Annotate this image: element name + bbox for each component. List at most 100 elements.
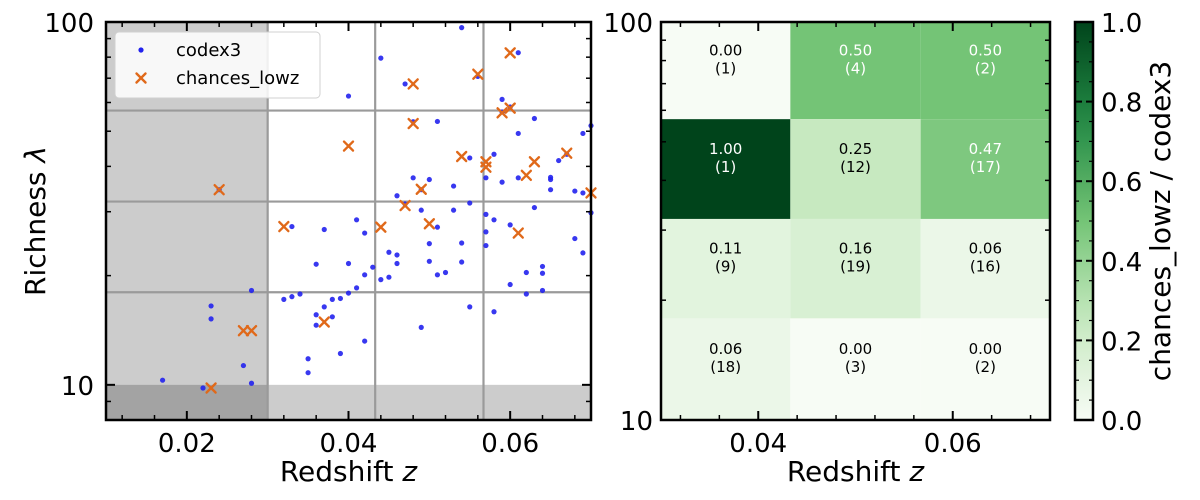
marker-stroke xyxy=(399,199,411,212)
marker-stroke xyxy=(528,156,541,168)
codex3-point xyxy=(531,115,538,122)
heatmap-cell-count: (17) xyxy=(970,158,1001,176)
heatmap-cell-fraction: 0.47 xyxy=(969,140,1002,158)
codex3-point xyxy=(515,50,521,56)
y-tick-label: 10 xyxy=(620,407,653,437)
codex3-point xyxy=(362,230,368,236)
heatmap-cell-count: (3) xyxy=(845,358,866,376)
heatmap-cell-count: (4) xyxy=(845,60,866,78)
colorbar-tick-label: 0.0 xyxy=(1101,407,1142,437)
codex3-point xyxy=(491,309,497,315)
marker-stroke xyxy=(512,227,524,239)
codex3-point xyxy=(208,303,214,309)
heatmap-cell xyxy=(920,119,1050,219)
x-axis-label-text: Redshift xyxy=(787,455,910,488)
codex3-point xyxy=(459,25,465,31)
codex3-point xyxy=(442,269,449,276)
heatmap-panel: 0.00(1)0.50(4)0.50(2)1.00(1)0.25(12)0.47… xyxy=(603,9,1052,488)
heatmap-cell-fraction: 0.11 xyxy=(709,240,742,258)
heatmap-cell-count: (16) xyxy=(970,258,1001,276)
heatmap-cell xyxy=(790,318,921,420)
codex3-point xyxy=(337,295,344,302)
heatmap-cell-fraction: 1.00 xyxy=(709,140,742,158)
x-tick-label: 0.04 xyxy=(729,429,787,459)
codex3-point xyxy=(515,130,521,137)
codex3-point xyxy=(507,281,513,288)
heatmap-cell xyxy=(661,22,791,120)
chances-lowz-point xyxy=(375,221,387,233)
legend: codex3 chances_lowz xyxy=(114,31,321,99)
codex3-point xyxy=(499,179,505,185)
marker-stroke xyxy=(496,107,508,119)
codex3-point xyxy=(483,229,489,235)
marker-stroke xyxy=(561,147,573,159)
colorbar-label: chances_lowz / codex3 xyxy=(1144,61,1177,381)
codex3-point xyxy=(386,249,392,255)
marker-stroke xyxy=(407,117,419,130)
chances-lowz-point xyxy=(399,199,411,212)
codex3-point xyxy=(580,130,586,137)
legend-box xyxy=(114,31,321,99)
heatmap-cell xyxy=(790,218,921,319)
chances-lowz-point xyxy=(318,316,330,328)
codex3-point xyxy=(539,270,546,276)
codex3-point xyxy=(572,235,578,242)
marker-stroke xyxy=(423,218,436,230)
heatmap-cell-fraction: 0.50 xyxy=(969,42,1002,60)
marker-stroke xyxy=(237,324,250,337)
colorbar-tick-label: 0.6 xyxy=(1101,168,1142,198)
codex3-point xyxy=(386,274,392,280)
codex3-point xyxy=(450,183,457,189)
colorbar-tick-label: 1.0 xyxy=(1101,9,1142,39)
chances-lowz-point xyxy=(423,218,436,230)
codex3-point xyxy=(483,211,489,217)
codex3-point xyxy=(580,250,586,256)
codex3-point xyxy=(313,322,319,328)
codex3-point xyxy=(531,204,538,211)
chances-lowz-point xyxy=(561,147,573,159)
codex3-point xyxy=(394,260,400,267)
marker-stroke xyxy=(375,221,387,233)
chances-lowz-point xyxy=(237,324,250,337)
codex3-point xyxy=(370,264,376,270)
chances-lowz-point xyxy=(415,183,427,195)
chances-lowz-point xyxy=(455,150,468,163)
codex3-point xyxy=(547,174,554,181)
chances-lowz-point xyxy=(528,156,541,168)
codex3-point xyxy=(426,258,432,264)
marker-stroke xyxy=(318,316,330,328)
y-tick-label: 100 xyxy=(44,9,94,39)
codex3-point xyxy=(434,224,441,230)
scatter-y-axis-label: Richness λ xyxy=(19,146,52,296)
colorbar-tick-label: 0.4 xyxy=(1101,248,1142,278)
marker-stroke xyxy=(205,382,217,394)
heatmap-cell-fraction: 0.00 xyxy=(839,340,872,358)
codex3-point xyxy=(547,187,554,193)
codex3-point xyxy=(337,350,344,357)
codex3-point xyxy=(467,200,473,206)
chances-lowz-point xyxy=(278,220,290,233)
marker-stroke xyxy=(245,324,258,337)
codex3-point xyxy=(434,272,441,278)
heatmap-cell xyxy=(661,218,791,319)
codex3-point xyxy=(491,217,497,223)
legend-codex3-marker xyxy=(138,47,144,53)
chances-lowz-point xyxy=(520,169,533,182)
heatmap-cell-count: (2) xyxy=(975,60,996,78)
chances-lowz-point xyxy=(504,47,516,59)
heatmap-cell xyxy=(790,22,921,120)
codex3-point xyxy=(523,269,529,276)
codex3-point xyxy=(353,285,360,291)
x-tick-label: 0.02 xyxy=(158,429,216,459)
codex3-point xyxy=(297,291,303,297)
codex3-point xyxy=(305,370,311,376)
codex3-point xyxy=(289,223,295,230)
heatmap-cell xyxy=(920,22,1050,120)
codex3-point xyxy=(539,287,546,294)
marker-stroke xyxy=(455,150,468,163)
chances-lowz-point xyxy=(407,78,419,90)
chances-lowz-point xyxy=(205,382,217,394)
codex3-point xyxy=(313,312,319,318)
codex3-point xyxy=(329,314,335,320)
